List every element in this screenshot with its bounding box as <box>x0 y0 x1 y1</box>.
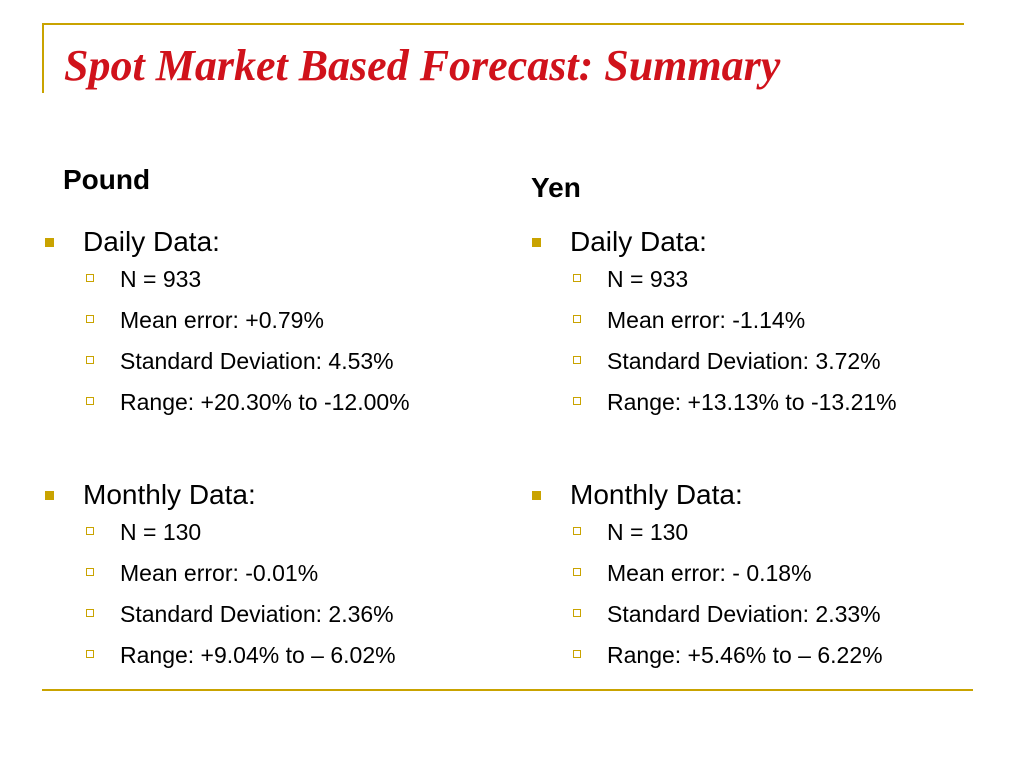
section-label-text: Daily Data: <box>570 226 707 257</box>
hollow-square-bullet-icon <box>86 650 94 658</box>
list-item: Mean error: +0.79% <box>45 300 410 341</box>
list-item: N = 933 <box>532 259 897 300</box>
yen-daily-section: Daily Data: N = 933 Mean error: -1.14% S… <box>532 225 897 423</box>
section-label: Daily Data: <box>532 225 897 259</box>
hollow-square-bullet-icon <box>573 274 581 282</box>
list-item-text: Standard Deviation: 2.33% <box>607 601 881 627</box>
list-item-text: N = 933 <box>120 266 202 292</box>
section-label-text: Daily Data: <box>83 226 220 257</box>
list-item-text: Standard Deviation: 4.53% <box>120 348 394 374</box>
hollow-square-bullet-icon <box>86 315 94 323</box>
list-item: Range: +13.13% to -13.21% <box>532 382 897 423</box>
list-item-text: Mean error: -0.01% <box>120 560 319 586</box>
list-item: Range: +20.30% to -12.00% <box>45 382 410 423</box>
list-item-text: Range: +9.04% to – 6.02% <box>120 642 396 668</box>
frame-left-rule <box>42 23 44 93</box>
item-list: N = 130 Mean error: -0.01% Standard Devi… <box>45 512 396 676</box>
hollow-square-bullet-icon <box>86 356 94 364</box>
square-bullet-icon <box>532 238 541 247</box>
hollow-square-bullet-icon <box>86 397 94 405</box>
hollow-square-bullet-icon <box>573 315 581 323</box>
hollow-square-bullet-icon <box>86 568 94 576</box>
hollow-square-bullet-icon <box>86 609 94 617</box>
list-item-text: Standard Deviation: 2.36% <box>120 601 394 627</box>
list-item-text: Range: +20.30% to -12.00% <box>120 389 410 415</box>
pound-monthly-section: Monthly Data: N = 130 Mean error: -0.01%… <box>45 478 396 676</box>
item-list: N = 130 Mean error: - 0.18% Standard Dev… <box>532 512 883 676</box>
list-item: N = 130 <box>532 512 883 553</box>
hollow-square-bullet-icon <box>573 650 581 658</box>
section-label-text: Monthly Data: <box>83 479 256 510</box>
yen-monthly-section: Monthly Data: N = 130 Mean error: - 0.18… <box>532 478 883 676</box>
column-heading-pound: Pound <box>63 164 151 195</box>
hollow-square-bullet-icon <box>86 274 94 282</box>
list-item: Range: +5.46% to – 6.22% <box>532 635 883 676</box>
list-item: Mean error: -1.14% <box>532 300 897 341</box>
list-item: Standard Deviation: 4.53% <box>45 341 410 382</box>
list-item: Mean error: - 0.18% <box>532 553 883 594</box>
pound-daily-section: Daily Data: N = 933 Mean error: +0.79% S… <box>45 225 410 423</box>
list-item-text: N = 130 <box>120 519 202 545</box>
hollow-square-bullet-icon <box>86 527 94 535</box>
slide-title: Spot Market Based Forecast: Summary <box>64 41 781 90</box>
square-bullet-icon <box>532 491 541 500</box>
list-item-text: N = 933 <box>607 266 689 292</box>
hollow-square-bullet-icon <box>573 356 581 364</box>
item-list: N = 933 Mean error: +0.79% Standard Devi… <box>45 259 410 423</box>
item-list: N = 933 Mean error: -1.14% Standard Devi… <box>532 259 897 423</box>
section-label: Monthly Data: <box>45 478 396 512</box>
section-label: Monthly Data: <box>532 478 883 512</box>
square-bullet-icon <box>45 491 54 500</box>
list-item: N = 130 <box>45 512 396 553</box>
hollow-square-bullet-icon <box>573 568 581 576</box>
hollow-square-bullet-icon <box>573 527 581 535</box>
list-item-text: N = 130 <box>607 519 689 545</box>
square-bullet-icon <box>45 238 54 247</box>
list-item: Mean error: -0.01% <box>45 553 396 594</box>
section-label-text: Monthly Data: <box>570 479 743 510</box>
list-item-text: Range: +13.13% to -13.21% <box>607 389 897 415</box>
frame-bottom-rule <box>42 689 973 691</box>
list-item-text: Range: +5.46% to – 6.22% <box>607 642 883 668</box>
list-item: Standard Deviation: 3.72% <box>532 341 897 382</box>
list-item: Standard Deviation: 2.36% <box>45 594 396 635</box>
list-item: Standard Deviation: 2.33% <box>532 594 883 635</box>
list-item-text: Mean error: - 0.18% <box>607 560 812 586</box>
list-item-text: Mean error: -1.14% <box>607 307 806 333</box>
hollow-square-bullet-icon <box>573 609 581 617</box>
section-label: Daily Data: <box>45 225 410 259</box>
list-item-text: Standard Deviation: 3.72% <box>607 348 881 374</box>
list-item-text: Mean error: +0.79% <box>120 307 324 333</box>
frame-top-rule <box>42 23 964 25</box>
list-item: Range: +9.04% to – 6.02% <box>45 635 396 676</box>
column-heading-yen: Yen <box>531 172 581 203</box>
hollow-square-bullet-icon <box>573 397 581 405</box>
list-item: N = 933 <box>45 259 410 300</box>
